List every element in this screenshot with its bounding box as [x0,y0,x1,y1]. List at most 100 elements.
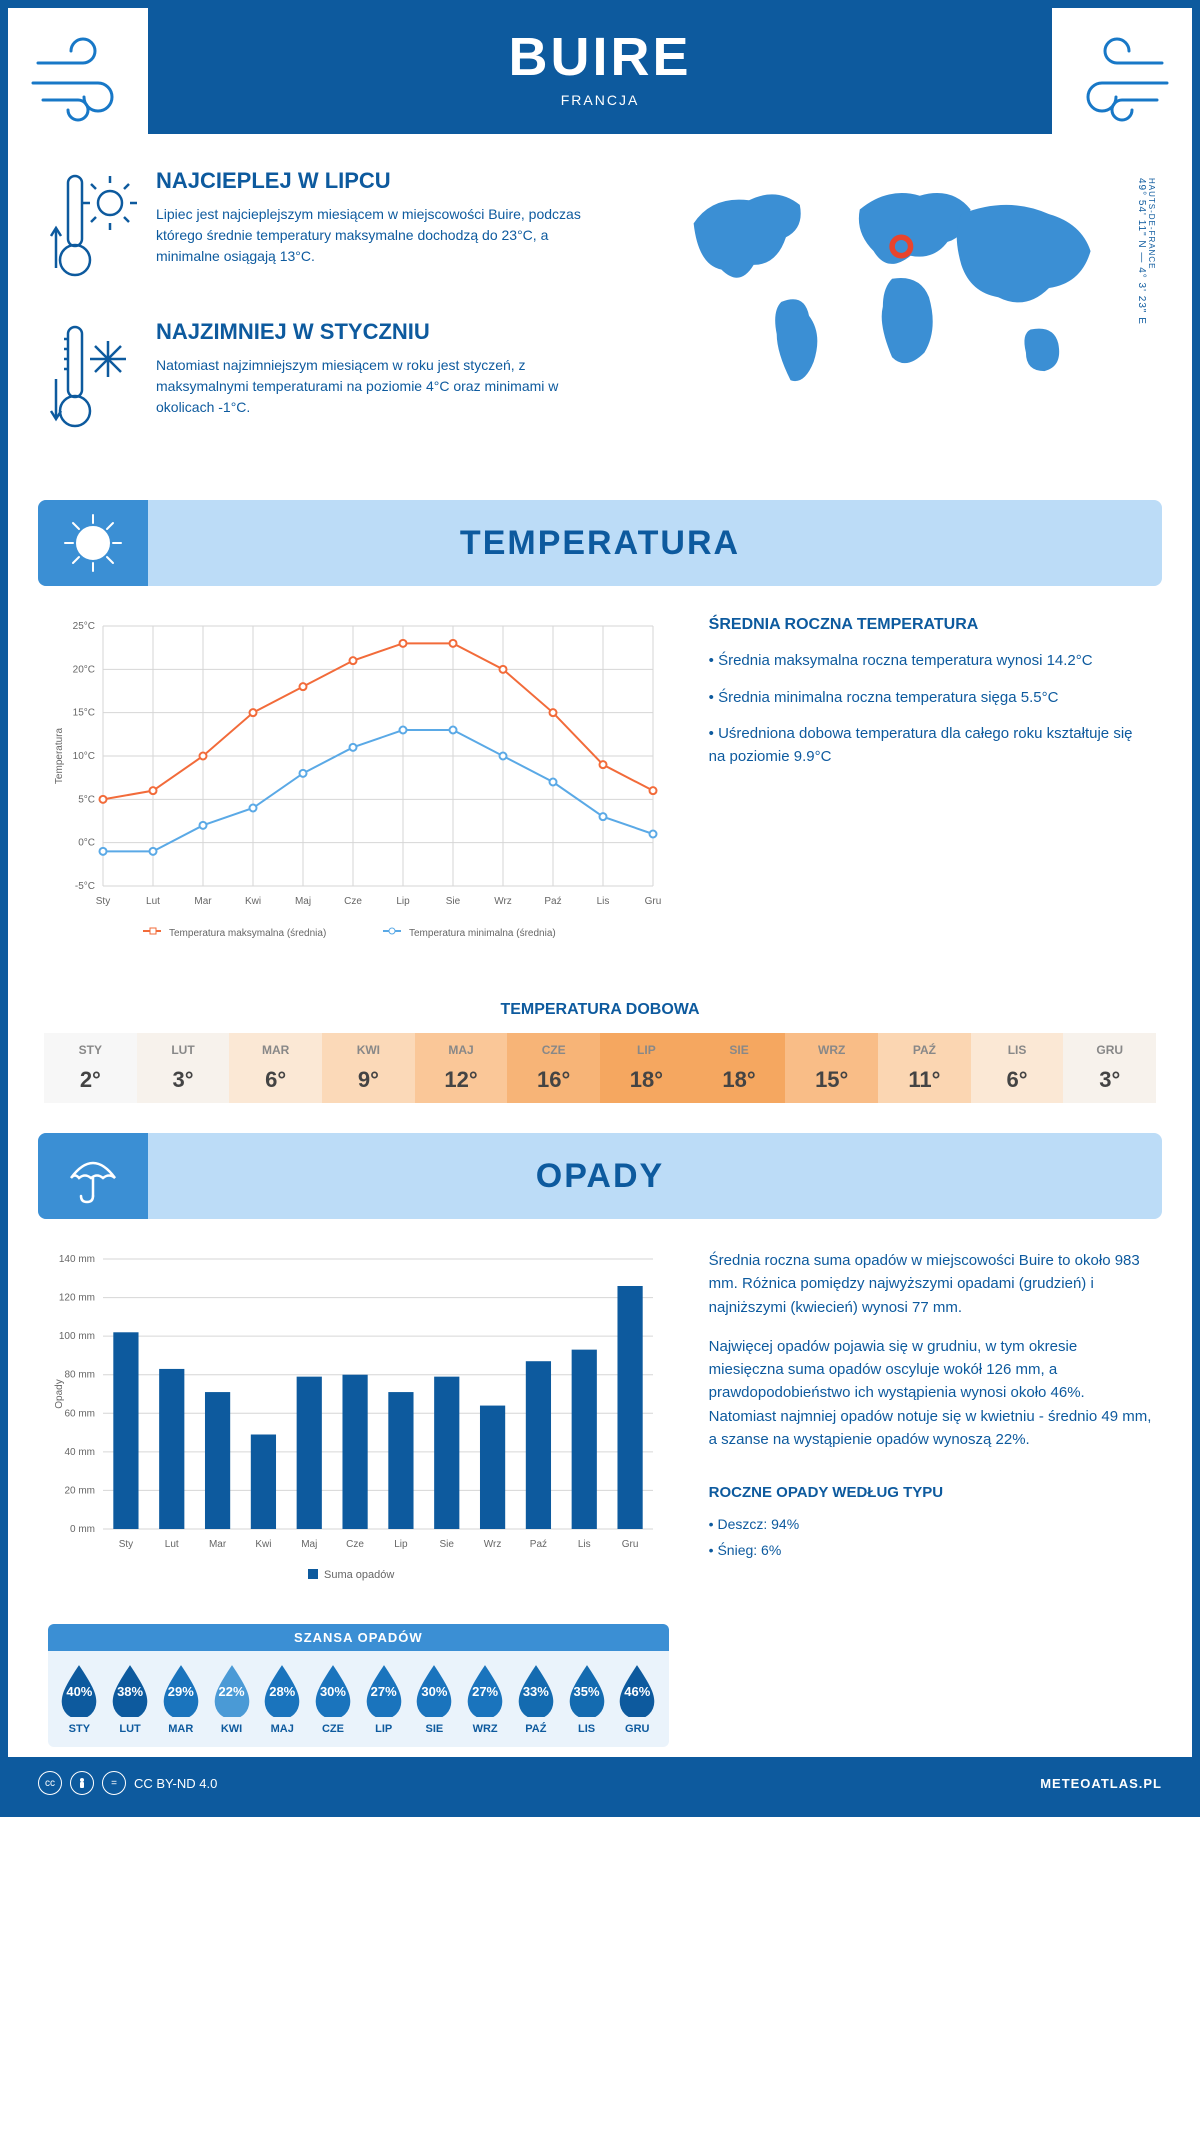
dobowa-title: TEMPERATURA DOBOWA [8,1001,1192,1019]
sun-icon [38,500,148,586]
umbrella-icon [38,1133,148,1219]
szansa-cell: 30% CZE [308,1663,359,1735]
avg-temp-b2: • Uśredniona dobowa temperatura dla całe… [709,723,1152,768]
svg-text:100 mm: 100 mm [59,1331,95,1342]
cold-desc: Natomiast najzimniejszym miesiącem w rok… [156,355,611,418]
opady-p1: Średnia roczna suma opadów w miejscowośc… [709,1249,1152,1319]
drop-icon: 46% [615,1663,659,1717]
svg-text:Sty: Sty [96,896,110,907]
szansa-cell: 30% SIE [409,1663,460,1735]
opady-typ-0: • Deszcz: 94% [709,1514,1152,1536]
svg-text:Wrz: Wrz [494,896,512,907]
opady-section-bar: OPADY [38,1133,1162,1219]
hot-desc: Lipiec jest najcieplejszym miesiącem w m… [156,204,611,267]
opady-chart: 0 mm 20 mm 40 mm 60 mm 80 mm 100 mm 120 mm 140 … [48,1249,669,1747]
dobowa-cell: MAJ12° [415,1033,508,1103]
license-text: CC BY-ND 4.0 [134,1776,217,1791]
cold-text: NAJZIMNIEJ W STYCZNIU Natomiast najzimni… [156,319,611,444]
dobowa-row: STY2°LUT3°MAR6°KWI9°MAJ12°CZE16°LIP18°SI… [44,1033,1156,1103]
svg-text:Paź: Paź [530,1539,547,1550]
drop-icon: 22% [210,1663,254,1717]
wind-icon-right [1052,8,1192,148]
svg-text:80 mm: 80 mm [64,1370,95,1381]
svg-text:25°C: 25°C [73,621,95,632]
coords-label: HAUTS-DE-FRANCE 49° 54' 11" N — 4° 3' 23… [1136,178,1156,325]
svg-text:Lut: Lut [165,1539,179,1550]
svg-text:10°C: 10°C [73,751,95,762]
dobowa-cell: KWI9° [322,1033,415,1103]
szansa-cell: 27% WRZ [460,1663,511,1735]
szansa-cell: 28% MAJ [257,1663,308,1735]
svg-text:5°C: 5°C [78,794,95,805]
svg-text:Gru: Gru [622,1539,639,1550]
svg-text:Sty: Sty [119,1539,133,1550]
szansa-cell: 27% LIP [358,1663,409,1735]
opady-typ: ROCZNE OPADY WEDŁUG TYPU • Deszcz: 94% •… [709,1481,1152,1562]
svg-text:120 mm: 120 mm [59,1293,95,1304]
dobowa-cell: LIP18° [600,1033,693,1103]
cc-icon: cc [38,1771,62,1795]
svg-text:Cze: Cze [344,896,362,907]
temp-chart: -5°C0°C5°C10°C15°C20°C25°CStyLutMarKwiMa… [48,616,669,961]
svg-text:Lis: Lis [578,1539,591,1550]
dobowa-cell: MAR6° [229,1033,322,1103]
region-label: HAUTS-DE-FRANCE [1147,178,1156,319]
opady-typ-1: • Śnieg: 6% [709,1540,1152,1562]
temp-body: -5°C0°C5°C10°C15°C20°C25°CStyLutMarKwiMa… [8,586,1192,991]
temp-section-title: TEMPERATURA [148,524,1162,563]
svg-text:140 mm: 140 mm [59,1254,95,1265]
drop-icon: 40% [57,1663,101,1717]
svg-text:Sie: Sie [446,896,461,907]
svg-text:Maj: Maj [301,1539,317,1550]
svg-text:Lip: Lip [396,896,410,907]
footer-left: cc = CC BY-ND 4.0 [38,1771,217,1795]
title-banner: BUIRE FRANCJA [148,8,1052,134]
by-icon [70,1771,94,1795]
coords-text: 49° 54' 11" N — 4° 3' 23" E [1136,178,1147,325]
dobowa-cell: LUT3° [137,1033,230,1103]
svg-text:Wrz: Wrz [484,1539,502,1550]
dobowa-cell: GRU3° [1063,1033,1156,1103]
svg-text:Paź: Paź [544,896,561,907]
thermometer-cold-icon [48,319,138,444]
drop-icon: 27% [362,1663,406,1717]
dobowa-cell: CZE16° [507,1033,600,1103]
drop-icon: 28% [260,1663,304,1717]
svg-text:20 mm: 20 mm [64,1485,95,1496]
szansa-cell: 46% GRU [612,1663,663,1735]
temp-section-bar: TEMPERATURA [38,500,1162,586]
svg-text:Gru: Gru [645,896,662,907]
nd-icon: = [102,1771,126,1795]
svg-text:0 mm: 0 mm [70,1524,95,1535]
szansa-title: SZANSA OPADÓW [48,1624,669,1651]
szansa-cell: 29% MAR [155,1663,206,1735]
svg-text:-5°C: -5°C [75,881,95,892]
hot-block: NAJCIEPLEJ W LIPCU Lipiec jest najcieple… [48,168,611,293]
svg-text:Lis: Lis [597,896,610,907]
svg-text:Sie: Sie [440,1539,455,1550]
dobowa-cell: PAŹ11° [878,1033,971,1103]
dobowa-cell: SIE18° [693,1033,786,1103]
page: BUIRE FRANCJA [0,0,1200,1817]
svg-text:Temperatura minimalna (średnia: Temperatura minimalna (średnia) [409,928,556,939]
svg-text:Kwi: Kwi [255,1539,271,1550]
cold-block: NAJZIMNIEJ W STYCZNIU Natomiast najzimni… [48,319,611,444]
szansa-cell: 40% STY [54,1663,105,1735]
drop-icon: 30% [311,1663,355,1717]
svg-text:Lut: Lut [146,896,160,907]
avg-temp-b1: • Średnia minimalna roczna temperatura s… [709,687,1152,710]
svg-text:60 mm: 60 mm [64,1408,95,1419]
svg-text:Mar: Mar [209,1539,227,1550]
szansa-panel: SZANSA OPADÓW 40% STY 38% LUT 29% MAR 22… [48,1624,669,1747]
svg-text:Cze: Cze [346,1539,364,1550]
svg-text:40 mm: 40 mm [64,1447,95,1458]
szansa-cell: 35% LIS [561,1663,612,1735]
svg-text:Kwi: Kwi [245,896,261,907]
opady-body: 0 mm 20 mm 40 mm 60 mm 80 mm 100 mm 120 mm 140 … [8,1219,1192,1757]
svg-text:Mar: Mar [194,896,212,907]
svg-text:Lip: Lip [394,1539,408,1550]
szansa-cell: 22% KWI [206,1663,257,1735]
opady-section-title: OPADY [148,1157,1162,1196]
drop-icon: 30% [412,1663,456,1717]
header-row: BUIRE FRANCJA [8,8,1192,148]
